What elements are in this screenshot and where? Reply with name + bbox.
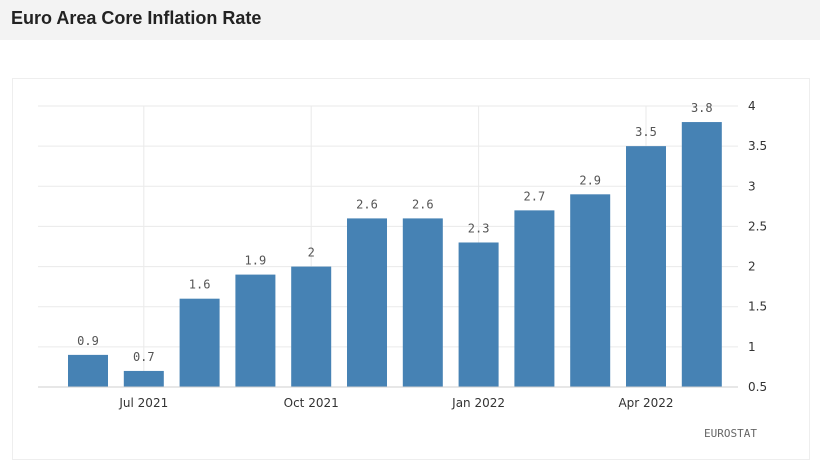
bar xyxy=(570,194,611,387)
bar-value-label: 2.6 xyxy=(412,197,434,211)
bar-value-label: 2.7 xyxy=(524,189,546,203)
x-tick-label: Apr 2022 xyxy=(618,396,673,410)
bar xyxy=(179,298,220,387)
y-tick-label: 3.5 xyxy=(748,139,767,153)
y-tick-label: 1.5 xyxy=(748,300,767,314)
bar-value-label: 0.7 xyxy=(133,350,155,364)
bar-value-label: 1.9 xyxy=(245,254,267,268)
y-tick-label: 2 xyxy=(748,260,756,274)
y-tick-label: 2.5 xyxy=(748,219,767,233)
bar-value-label: 2.3 xyxy=(468,221,490,235)
bar xyxy=(291,266,332,387)
bar xyxy=(402,218,443,387)
x-tick-label: Jan 2022 xyxy=(451,396,505,410)
bar-value-label: 2 xyxy=(308,246,315,260)
chart-header: Euro Area Core Inflation Rate xyxy=(0,0,820,40)
bar-value-label: 3.8 xyxy=(691,101,713,115)
bar xyxy=(626,146,666,387)
y-tick-label: 0.5 xyxy=(748,380,767,394)
bar xyxy=(681,122,722,388)
bar-value-label: 2.6 xyxy=(356,197,378,211)
chart-title: Euro Area Core Inflation Rate xyxy=(11,8,262,28)
bar-value-label: 2.9 xyxy=(579,173,601,187)
bar-value-label: 0.9 xyxy=(77,334,99,348)
bar xyxy=(347,218,387,387)
bar xyxy=(458,242,499,387)
bar xyxy=(68,354,108,387)
y-tick-label: 4 xyxy=(748,99,756,113)
y-tick-label: 1 xyxy=(748,340,756,354)
bar-value-label: 1.6 xyxy=(189,278,211,292)
bar xyxy=(514,210,555,387)
source-label: EUROSTAT xyxy=(704,427,757,440)
x-tick-label: Jul 2021 xyxy=(118,396,168,410)
bar xyxy=(123,370,164,387)
bar xyxy=(235,274,276,387)
x-tick-label: Oct 2021 xyxy=(284,396,339,410)
bar-value-label: 3.5 xyxy=(635,125,657,139)
y-tick-label: 3 xyxy=(748,179,756,193)
